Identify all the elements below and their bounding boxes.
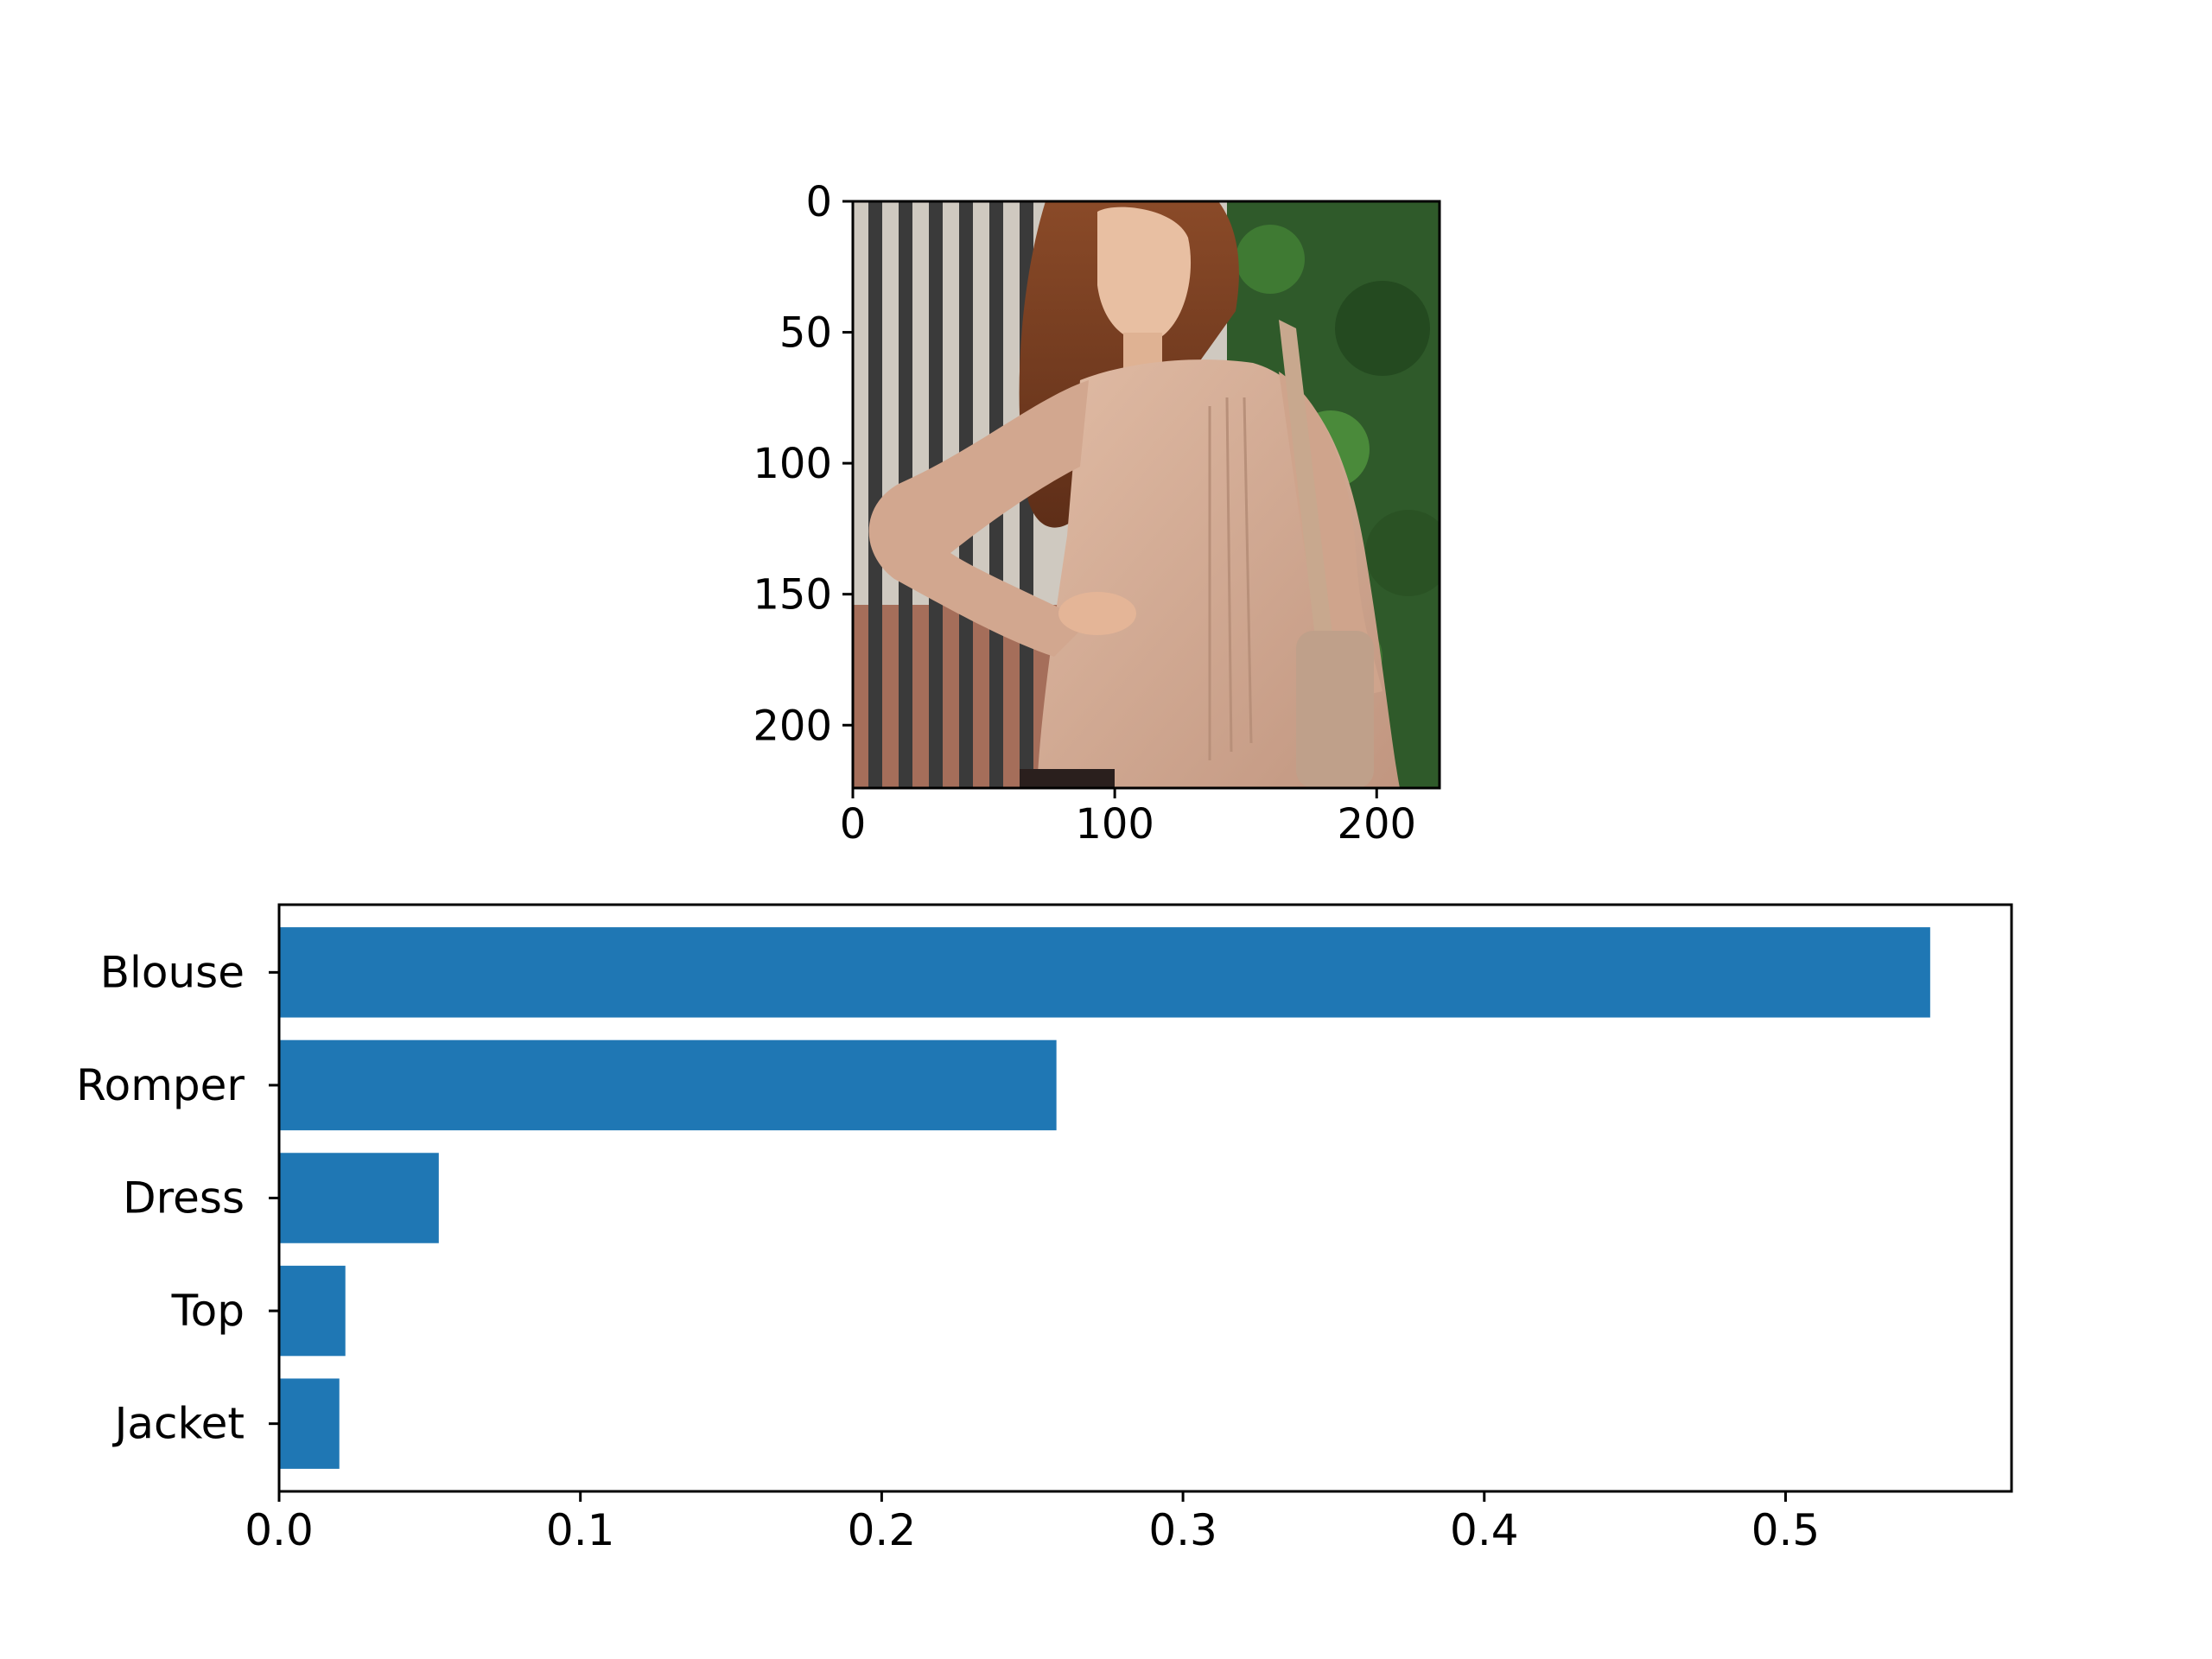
bar-category-label: Dress bbox=[123, 1173, 245, 1224]
photo-bag bbox=[1296, 631, 1374, 788]
bar-x-ticks: 0.0 0.1 0.2 0.3 0.4 0.5 bbox=[245, 1491, 1820, 1555]
bar-dress bbox=[279, 1153, 439, 1243]
photo-hand bbox=[1058, 592, 1136, 635]
image-axes: 0 100 200 0 50 100 150 200 bbox=[753, 178, 1441, 849]
image-x-tick-label: 200 bbox=[1337, 800, 1416, 849]
bar-x-tick-label: 0.3 bbox=[1148, 1505, 1217, 1555]
photo-bag-strap bbox=[1279, 320, 1335, 661]
image-y-tick-label: 100 bbox=[753, 440, 832, 488]
photo-hedge-leaf bbox=[1365, 510, 1440, 596]
fashion-photo bbox=[853, 201, 1440, 788]
bar-blouse bbox=[279, 927, 1930, 1018]
bar-category-label: Jacket bbox=[112, 1399, 245, 1449]
image-y-tick-label: 150 bbox=[753, 571, 832, 620]
image-x-ticks: 0 100 200 bbox=[840, 788, 1416, 849]
bar-series bbox=[279, 927, 1930, 1469]
bar-x-tick-label: 0.0 bbox=[245, 1505, 314, 1555]
bar-romper bbox=[279, 1039, 1057, 1131]
photo-gate-bar bbox=[868, 201, 882, 788]
photo-face bbox=[1097, 207, 1192, 342]
bar-top bbox=[279, 1265, 346, 1357]
bar-y-ticks: Blouse Romper Dress Top Jacket bbox=[76, 947, 279, 1449]
photo-sleeve-left bbox=[868, 380, 1089, 657]
image-y-tick-label: 200 bbox=[753, 702, 832, 750]
photo-hedge-leaf bbox=[1236, 225, 1305, 294]
photo-hedge-leaf bbox=[1335, 281, 1430, 376]
bar-category-label: Blouse bbox=[100, 947, 245, 997]
image-y-tick-label: 50 bbox=[779, 309, 832, 358]
image-y-ticks: 0 50 100 150 200 bbox=[753, 178, 853, 750]
bar-category-label: Top bbox=[171, 1286, 245, 1336]
bar-x-tick-label: 0.1 bbox=[546, 1505, 615, 1555]
image-x-tick-label: 100 bbox=[1075, 800, 1154, 849]
image-y-tick-label: 0 bbox=[805, 178, 832, 226]
bar-jacket bbox=[279, 1378, 340, 1469]
photo-pleat bbox=[1243, 397, 1253, 744]
image-x-tick-label: 0 bbox=[840, 800, 867, 849]
bar-x-tick-label: 0.5 bbox=[1751, 1505, 1821, 1555]
photo-dark-bottom bbox=[1020, 769, 1115, 788]
bar-category-label: Romper bbox=[76, 1060, 245, 1110]
photo-pleat bbox=[1225, 397, 1233, 753]
bar-x-tick-label: 0.4 bbox=[1450, 1505, 1519, 1555]
image-axes-frame bbox=[851, 200, 1441, 790]
bar-x-tick-label: 0.2 bbox=[848, 1505, 917, 1555]
bar-axes: 0.0 0.1 0.2 0.3 0.4 0.5 Blouse Romper Dress Top J… bbox=[76, 903, 2013, 1555]
